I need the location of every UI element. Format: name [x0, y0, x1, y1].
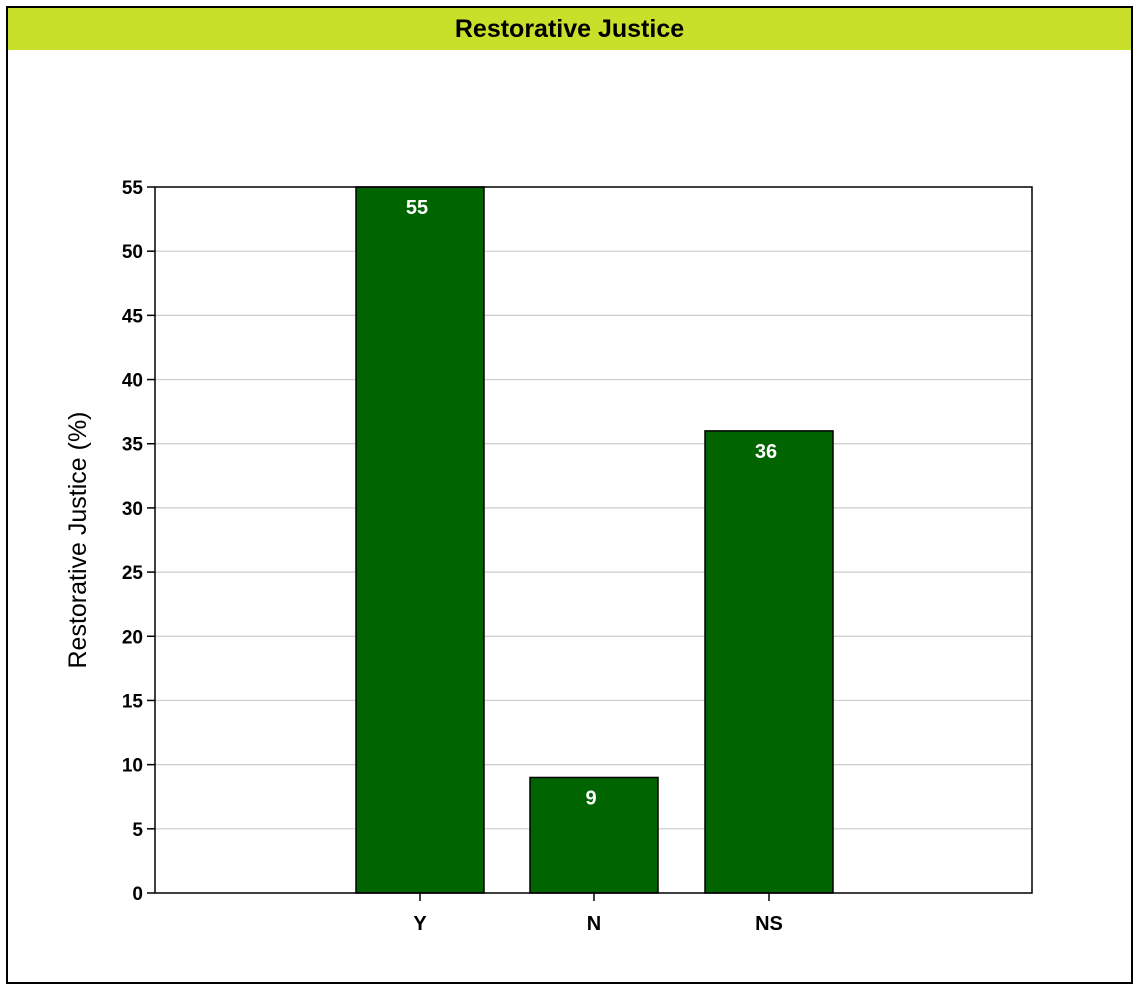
bars: 55 9 36 — [355, 186, 834, 894]
gridlines — [155, 250, 1032, 830]
y-tick-label: 25 — [122, 563, 144, 584]
y-tick-label: 0 — [132, 884, 143, 905]
chart-title-bar: Restorative Justice — [8, 8, 1131, 50]
x-tick-label: NS — [755, 913, 783, 935]
y-tick-label: 30 — [122, 499, 143, 520]
y-tick-label: 10 — [122, 756, 143, 777]
y-tick-label: 20 — [122, 627, 143, 648]
x-tick-label: Y — [413, 913, 427, 935]
x-tick-label: N — [587, 913, 601, 935]
y-tick-label: 50 — [122, 242, 143, 263]
y-tick-label: 45 — [122, 306, 144, 327]
y-axis-ticks: 0 5 10 15 20 25 30 35 40 45 50 55 — [122, 178, 155, 905]
y-tick-label: 40 — [122, 371, 143, 392]
y-tick-label: 5 — [132, 820, 143, 841]
y-tick-label: 35 — [122, 435, 144, 456]
y-tick-label: 55 — [122, 178, 144, 199]
bar-value-label: 55 — [406, 197, 428, 219]
x-axis-ticks: Y N NS — [413, 893, 783, 935]
y-axis-title: Restorative Justice (%) — [64, 411, 92, 668]
bar-y — [355, 186, 485, 894]
bar-value-label: 36 — [755, 441, 777, 463]
bar-ns — [704, 430, 834, 894]
bar-value-label: 9 — [585, 787, 596, 809]
chart-title: Restorative Justice — [454, 14, 685, 43]
y-tick-label: 15 — [122, 691, 144, 712]
